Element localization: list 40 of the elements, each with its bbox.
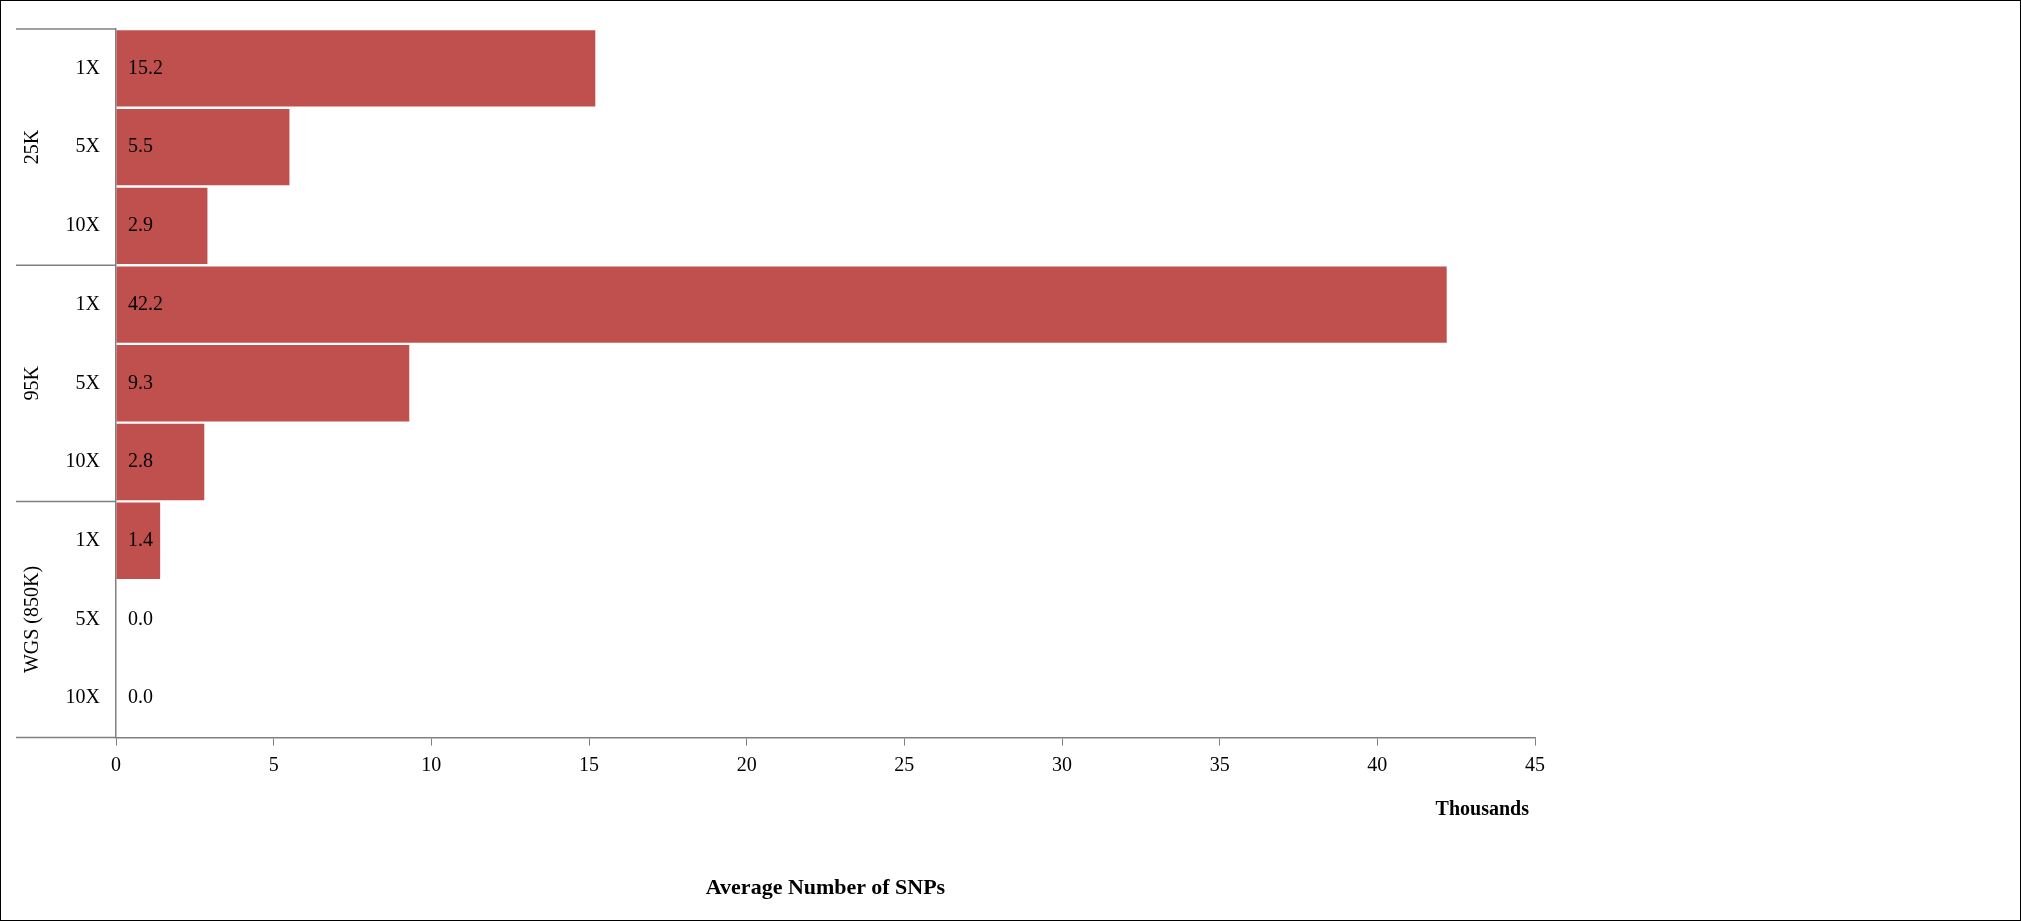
bar [116,423,205,501]
x-tick-label: 5 [268,752,279,775]
data-label: 0.0 [128,685,153,708]
data-label: 0.0 [128,606,153,629]
x-tick-label: 15 [579,752,599,775]
data-label: 9.3 [128,370,153,393]
bar [116,266,1447,343]
data-label: 2.9 [128,213,153,236]
y-tick-label: 5X [75,370,101,393]
data-label: 1.4 [128,528,153,551]
y-tick-label: 1X [75,55,101,78]
data-label: 15.2 [128,55,163,78]
text: Thousands [1435,796,1530,819]
x-tick-label: 0 [111,752,121,775]
bar [116,187,208,265]
x-tick-label: 35 [1209,752,1230,775]
x-axis-title: Average Number of SNPs [705,874,946,900]
text: 25K [20,129,43,165]
y-tick-label: 5X [75,606,101,629]
x-tick-label: 30 [1052,752,1072,775]
bar [116,345,410,422]
x-tick-label: 10 [421,752,442,775]
text: WGS (850K) [20,565,44,674]
data-label: 42.2 [128,291,163,314]
y-tick-label: 5X [75,134,101,157]
x-tick-label: 25 [894,752,915,775]
x-tick-label: 20 [736,752,757,775]
bar [116,108,290,186]
x-tick-label: 45 [1525,752,1545,775]
y-tick-label: 1X [75,528,101,551]
y-tick-label: 10X [65,449,101,472]
data-label: 2.8 [128,449,153,472]
bar [116,502,161,579]
y-tick-label: 10X [65,685,101,708]
data-label: 5.5 [128,134,153,157]
y-tick-label: 10X [65,213,101,236]
bar [116,30,596,107]
text: 95K [20,365,43,401]
y-tick-label: 1X [75,291,101,314]
x-tick-label: 40 [1367,752,1388,775]
